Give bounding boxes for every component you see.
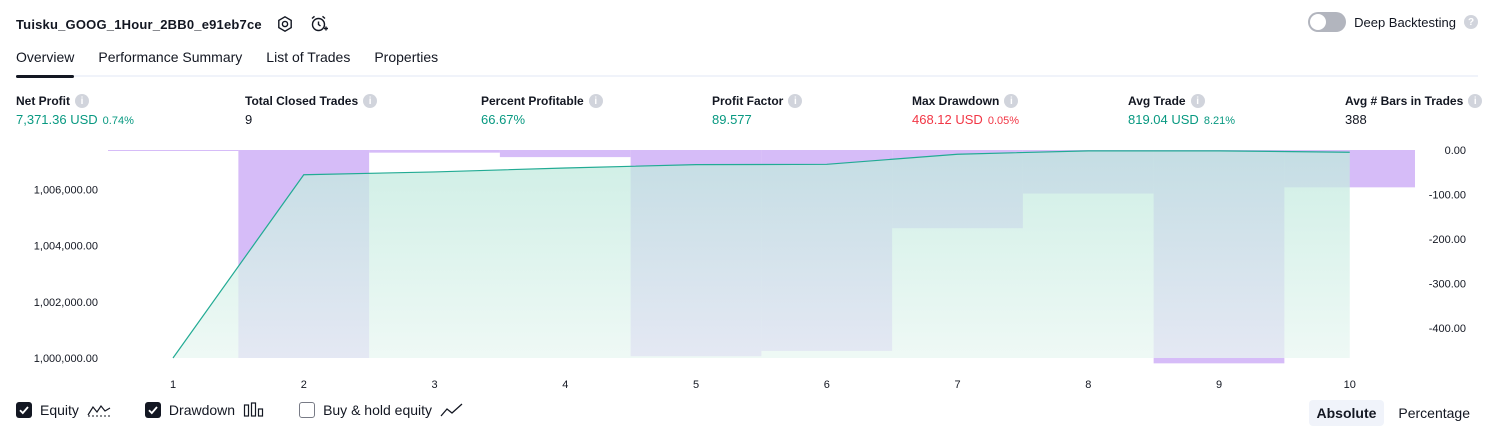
x-tick-label: 7 bbox=[954, 379, 960, 391]
add-alert-clock-icon[interactable] bbox=[308, 13, 330, 35]
x-tick-label: 8 bbox=[1085, 379, 1091, 391]
y-left-tick-label: 1,002,000.00 bbox=[34, 297, 98, 309]
y-right-tick-label: 0.00 bbox=[1445, 145, 1466, 157]
info-icon[interactable]: i bbox=[788, 94, 803, 108]
x-tick-label: 5 bbox=[693, 379, 699, 391]
x-tick-label: 4 bbox=[562, 379, 568, 391]
chart-legend: Equity Drawdown Buy & hold equity bbox=[16, 402, 464, 418]
metric-total-closed-trades: Total Closed Trades i 9 bbox=[245, 94, 378, 127]
metric-label: Net Profit bbox=[16, 94, 70, 108]
x-tick-label: 10 bbox=[1344, 379, 1356, 391]
equity-line bbox=[172, 150, 1350, 359]
y-left-tick-label: 1,006,000.00 bbox=[34, 184, 98, 196]
strategy-header: Tuisku_GOOG_1Hour_2BB0_e91eb7ce bbox=[16, 12, 330, 36]
info-icon[interactable]: i bbox=[75, 94, 89, 108]
equity-area bbox=[173, 150, 1350, 358]
equity-drawdown-chart: 1,000,000.00 1,002,000.00 1,004,000.00 1,00… bbox=[34, 145, 1466, 391]
tab-properties[interactable]: Properties bbox=[374, 49, 439, 65]
metric-label: Percent Profitable bbox=[481, 94, 584, 108]
drawdown-bars-icon bbox=[243, 402, 264, 417]
metric-avg-trade: Avg Trade i 819.04 USD 8.21% bbox=[1128, 94, 1235, 127]
deep-backtesting: Deep Backtesting ? bbox=[1308, 12, 1478, 32]
metric-profit-factor: Profit Factor i 89.577 bbox=[712, 94, 803, 127]
metric-value: 66.67% bbox=[481, 112, 526, 127]
y-left-tick-label: 1,000,000.00 bbox=[34, 353, 98, 365]
info-icon[interactable]: i bbox=[1004, 94, 1019, 108]
deep-backtesting-label: Deep Backtesting bbox=[1354, 14, 1456, 30]
y-left-tick-label: 1,004,000.00 bbox=[34, 241, 98, 253]
drawdown-bar bbox=[369, 150, 500, 153]
metric-net-profit: Net Profit i 7,371.36 USD 0.74% bbox=[16, 94, 134, 127]
equity-line-icon bbox=[87, 404, 111, 417]
y-right-tick-label: -400.00 bbox=[1429, 323, 1466, 335]
metric-value: 468.12 USD bbox=[912, 112, 983, 127]
info-icon[interactable]: i bbox=[1468, 94, 1483, 108]
metric-max-drawdown: Max Drawdown i 468.12 USD 0.05% bbox=[912, 94, 1019, 127]
strategy-name: Tuisku_GOOG_1Hour_2BB0_e91eb7ce bbox=[16, 16, 262, 32]
x-tick-label: 2 bbox=[301, 379, 307, 391]
value-mode-switch: Absolute Percentage bbox=[1308, 400, 1479, 426]
info-icon[interactable]: i bbox=[1190, 94, 1205, 108]
metric-label: Total Closed Trades bbox=[245, 94, 359, 108]
metric-label: Avg Trade bbox=[1128, 94, 1186, 108]
x-tick-label: 1 bbox=[170, 379, 176, 391]
metric-value: 388 bbox=[1345, 112, 1367, 127]
legend-label: Equity bbox=[40, 402, 79, 418]
y-right-tick-label: -200.00 bbox=[1429, 234, 1466, 246]
buy-hold-checkbox[interactable] bbox=[299, 402, 316, 418]
chart-axes: 1,000,000.00 1,002,000.00 1,004,000.00 1,00… bbox=[34, 145, 1466, 391]
help-icon[interactable]: ? bbox=[1464, 15, 1478, 29]
percentage-button[interactable]: Percentage bbox=[1398, 405, 1470, 421]
legend-equity[interactable]: Equity bbox=[16, 402, 111, 418]
drawdown-bar bbox=[499, 150, 631, 158]
metric-percent: 0.05% bbox=[987, 115, 1020, 127]
info-icon[interactable]: i bbox=[588, 94, 603, 108]
absolute-button[interactable]: Absolute bbox=[1308, 400, 1385, 426]
buy-hold-line-icon bbox=[440, 403, 463, 417]
tab-bar: Overview Performance Summary List of Tra… bbox=[16, 47, 1478, 78]
check-icon bbox=[19, 406, 29, 415]
tab-performance-summary[interactable]: Performance Summary bbox=[98, 49, 243, 65]
metric-label: Profit Factor bbox=[712, 94, 784, 108]
x-tick-label: 3 bbox=[431, 379, 437, 391]
y-right-tick-label: -100.00 bbox=[1429, 189, 1466, 201]
toggle-knob bbox=[1310, 14, 1327, 30]
y-right-tick-label: -300.00 bbox=[1429, 278, 1466, 290]
deep-backtesting-toggle[interactable] bbox=[1308, 12, 1347, 32]
metric-percent: 8.21% bbox=[1203, 115, 1236, 127]
info-icon[interactable]: i bbox=[363, 94, 378, 108]
metric-avg-bars-in-trades: Avg # Bars in Trades i 388 bbox=[1345, 94, 1483, 127]
metric-percent-profitable: Percent Profitable i 66.67% bbox=[481, 94, 603, 127]
equity-checkbox[interactable] bbox=[16, 402, 32, 418]
drawdown-checkbox[interactable] bbox=[144, 402, 161, 418]
metric-value: 819.04 USD bbox=[1128, 112, 1199, 127]
check-icon bbox=[148, 406, 158, 415]
legend-buy-hold[interactable]: Buy & hold equity bbox=[299, 402, 464, 418]
metric-value: 7,371.36 USD bbox=[16, 112, 98, 127]
legend-label: Buy & hold equity bbox=[323, 402, 433, 418]
metric-label: Max Drawdown bbox=[912, 94, 1000, 108]
metric-value: 9 bbox=[245, 112, 253, 127]
metric-value: 89.577 bbox=[712, 112, 752, 127]
metric-percent: 0.74% bbox=[102, 115, 134, 127]
metric-label: Avg # Bars in Trades bbox=[1345, 94, 1464, 108]
drawdown-bar bbox=[108, 150, 239, 151]
equity-series bbox=[172, 150, 1350, 359]
tab-list-of-trades[interactable]: List of Trades bbox=[266, 49, 351, 65]
legend-label: Drawdown bbox=[168, 402, 236, 418]
tab-overview[interactable]: Overview bbox=[16, 47, 75, 78]
x-tick-label: 9 bbox=[1216, 379, 1222, 391]
settings-gear-icon[interactable] bbox=[274, 13, 296, 35]
x-tick-label: 6 bbox=[824, 379, 830, 391]
legend-drawdown[interactable]: Drawdown bbox=[144, 402, 265, 418]
